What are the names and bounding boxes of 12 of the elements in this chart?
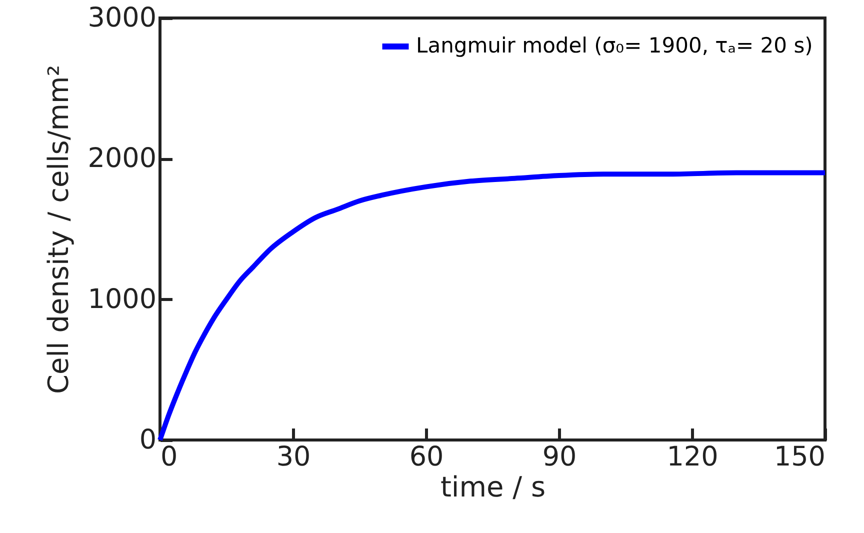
x-tick-label: 120	[666, 442, 718, 472]
y-tick-label: 1000	[88, 284, 156, 315]
y-tick-label: 3000	[88, 2, 156, 34]
x-axis-title: time / s	[440, 470, 546, 504]
x-tick-label: 0	[160, 442, 178, 472]
x-tick-label: 30	[276, 442, 311, 472]
x-tick-label: 60	[409, 442, 444, 472]
x-tick-label: 90	[542, 442, 577, 472]
y-tick-label: 2000	[88, 143, 156, 174]
x-tick-label: 150	[774, 442, 826, 472]
y-axis-title: Cell density / cells/mm²	[42, 64, 75, 394]
legend-label: Langmuir model (σ₀= 1900, τₐ= 20 s)	[416, 34, 813, 58]
